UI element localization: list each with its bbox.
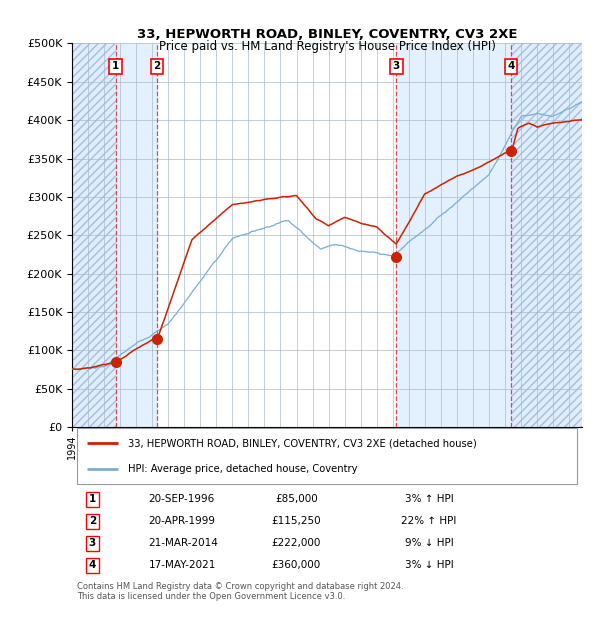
Text: HPI: Average price, detached house, Coventry: HPI: Average price, detached house, Cove… [128, 464, 358, 474]
Text: 33, HEPWORTH ROAD, BINLEY, COVENTRY, CV3 2XE: 33, HEPWORTH ROAD, BINLEY, COVENTRY, CV3… [137, 28, 517, 41]
Text: 3% ↓ HPI: 3% ↓ HPI [404, 560, 454, 570]
Text: 9% ↓ HPI: 9% ↓ HPI [404, 538, 454, 548]
Text: 20-SEP-1996: 20-SEP-1996 [149, 494, 215, 504]
Text: 33, HEPWORTH ROAD, BINLEY, COVENTRY, CV3 2XE (detached house): 33, HEPWORTH ROAD, BINLEY, COVENTRY, CV3… [128, 438, 477, 448]
Text: 1: 1 [112, 61, 119, 71]
Text: 3: 3 [89, 538, 96, 548]
Text: 4: 4 [508, 61, 515, 71]
Text: £115,250: £115,250 [272, 516, 321, 526]
Text: 2: 2 [89, 516, 96, 526]
Text: £85,000: £85,000 [275, 494, 318, 504]
Bar [72, 43, 116, 427]
Text: 22% ↑ HPI: 22% ↑ HPI [401, 516, 457, 526]
Bar [116, 43, 157, 427]
Text: Price paid vs. HM Land Registry's House Price Index (HPI): Price paid vs. HM Land Registry's House … [158, 40, 496, 53]
Text: 20-APR-1999: 20-APR-1999 [149, 516, 215, 526]
Text: 4: 4 [89, 560, 96, 570]
Bar [511, 43, 582, 427]
Text: Contains HM Land Registry data © Crown copyright and database right 2024.
This d: Contains HM Land Registry data © Crown c… [77, 582, 404, 601]
Text: 1: 1 [89, 494, 96, 504]
Text: 3% ↑ HPI: 3% ↑ HPI [404, 494, 454, 504]
FancyBboxPatch shape [77, 428, 577, 484]
Text: £222,000: £222,000 [272, 538, 321, 548]
Text: 2: 2 [154, 61, 161, 71]
Text: 17-MAY-2021: 17-MAY-2021 [149, 560, 216, 570]
Text: £360,000: £360,000 [272, 560, 321, 570]
Bar [396, 43, 511, 427]
Text: 21-MAR-2014: 21-MAR-2014 [149, 538, 218, 548]
Text: 3: 3 [392, 61, 400, 71]
